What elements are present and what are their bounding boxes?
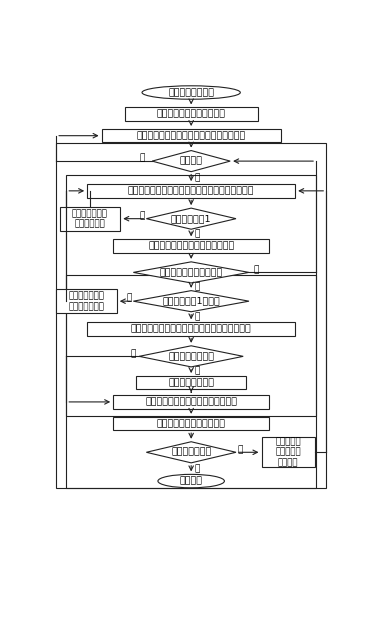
Polygon shape <box>134 290 249 312</box>
Text: 否: 否 <box>195 464 200 473</box>
Text: 否: 否 <box>195 313 200 321</box>
Text: 拟合并紧关键前节点序列和非关键紧前节点序列: 拟合并紧关键前节点序列和非关键紧前节点序列 <box>131 325 251 333</box>
Text: 否: 否 <box>195 282 200 292</box>
Ellipse shape <box>158 474 225 488</box>
Text: 由叶节点起依次将关键路径上节点加入队列: 由叶节点起依次将关键路径上节点加入队列 <box>137 131 246 140</box>
Text: 是: 是 <box>195 367 200 376</box>
Text: 将该序列虚拟为
一棵产品加工树: 将该序列虚拟为 一棵产品加工树 <box>69 292 104 311</box>
FancyBboxPatch shape <box>261 437 315 467</box>
Text: 合并两序列成调度形成序列: 合并两序列成调度形成序列 <box>157 419 226 428</box>
Text: 是: 是 <box>126 294 132 303</box>
Text: 存在未调度节点: 存在未调度节点 <box>171 448 211 457</box>
Text: 将该节点序
列虚拟为产
品加工树: 将该节点序 列虚拟为产 品加工树 <box>276 437 301 467</box>
FancyBboxPatch shape <box>60 207 120 231</box>
FancyBboxPatch shape <box>101 129 281 143</box>
Text: 否: 否 <box>195 173 200 183</box>
Text: 否: 否 <box>140 211 145 221</box>
Ellipse shape <box>142 86 240 99</box>
Text: 取出队列中第一个任务节点并从队列中删除该节点: 取出队列中第一个任务节点并从队列中删除该节点 <box>128 186 254 196</box>
Polygon shape <box>139 346 243 367</box>
Text: 任务节点调度开始: 任务节点调度开始 <box>168 88 214 97</box>
FancyBboxPatch shape <box>113 239 269 253</box>
Text: 队列为空: 队列为空 <box>180 156 203 166</box>
FancyBboxPatch shape <box>87 322 295 336</box>
Text: 与紧前节点序列
形成调度序列: 与紧前节点序列 形成调度序列 <box>72 209 108 229</box>
Text: 是: 是 <box>195 229 200 239</box>
Text: 否: 否 <box>131 349 136 358</box>
Text: 存在入度大于1的节点: 存在入度大于1的节点 <box>162 297 220 306</box>
FancyBboxPatch shape <box>113 417 269 430</box>
Polygon shape <box>146 442 236 463</box>
FancyBboxPatch shape <box>87 184 295 197</box>
Text: 节点完成时间增大: 节点完成时间增大 <box>168 352 214 361</box>
Text: 分别形成调度序列: 分别形成调度序列 <box>168 378 214 388</box>
Text: 节点入度大于1: 节点入度大于1 <box>171 214 211 223</box>
Polygon shape <box>134 262 249 283</box>
Text: 是: 是 <box>140 154 145 163</box>
Text: 是: 是 <box>254 265 259 274</box>
FancyBboxPatch shape <box>136 376 246 389</box>
Text: 是: 是 <box>238 445 243 454</box>
Text: 节点序列已形成调度序列: 节点序列已形成调度序列 <box>160 268 223 277</box>
Text: 将节点分配到使其最早完成的序列上: 将节点分配到使其最早完成的序列上 <box>145 397 237 406</box>
Text: 调度完成: 调度完成 <box>180 477 203 485</box>
Polygon shape <box>152 151 230 172</box>
Text: 查找产品加工树的关键路径: 查找产品加工树的关键路径 <box>157 110 226 118</box>
Text: 取不在关键路径上的紧前节点序列: 取不在关键路径上的紧前节点序列 <box>148 242 234 250</box>
FancyBboxPatch shape <box>113 395 269 409</box>
FancyBboxPatch shape <box>125 107 258 121</box>
FancyBboxPatch shape <box>56 289 117 313</box>
Polygon shape <box>146 208 236 229</box>
